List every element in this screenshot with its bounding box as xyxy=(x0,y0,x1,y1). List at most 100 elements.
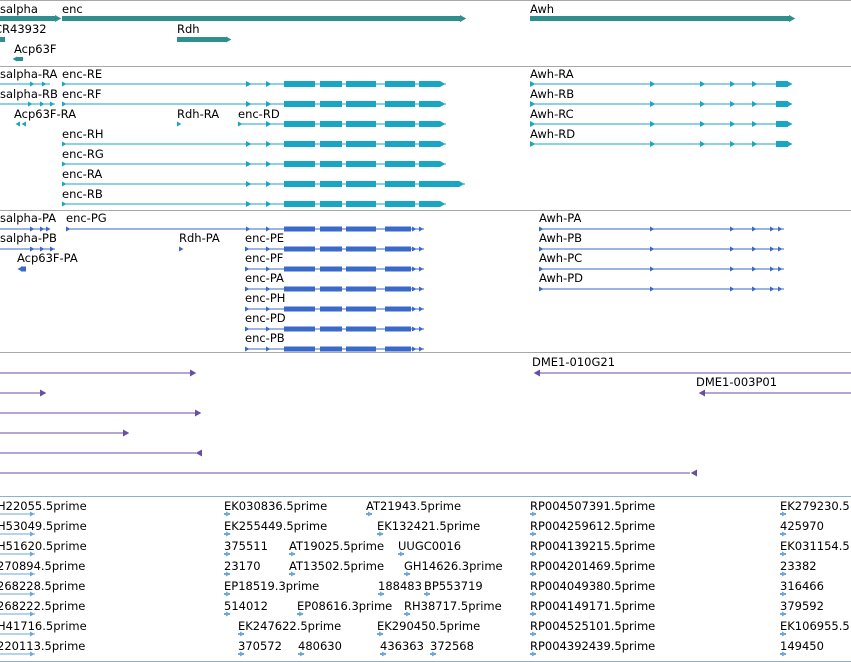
est-label[interactable]: RP004149171.5prime xyxy=(530,599,656,613)
est-label[interactable]: 23170 xyxy=(224,559,261,573)
transcript-label[interactable]: enc-RH xyxy=(62,127,104,141)
protein-end xyxy=(419,286,424,292)
transcript-label[interactable]: Awh-RB xyxy=(530,87,575,101)
transcript-label[interactable]: enc-RD xyxy=(238,107,280,121)
protein-label[interactable]: salpha-PB xyxy=(0,231,57,245)
protein-label[interactable]: Rdh-PA xyxy=(179,231,220,245)
est-arrow xyxy=(30,591,35,597)
gene-label-salpha[interactable]: salpha xyxy=(0,2,38,16)
est-label[interactable]: RP004201469.5prime xyxy=(530,559,656,573)
gene-label-acp63f[interactable]: Acp63F xyxy=(14,42,57,56)
est-label[interactable]: 514012 xyxy=(224,599,268,613)
est-label[interactable]: AT13502.5prime xyxy=(289,559,385,573)
est-label[interactable]: 372568 xyxy=(430,639,474,653)
est-label[interactable]: EK255449.5prime xyxy=(224,519,328,533)
protein-label[interactable]: enc-PB xyxy=(245,331,285,345)
gene-label-enc[interactable]: enc xyxy=(62,2,83,16)
protein-label[interactable]: enc-PD xyxy=(245,311,286,325)
gene-label-awh[interactable]: Awh xyxy=(530,2,555,16)
transcript-label[interactable]: enc-RA xyxy=(62,167,103,181)
est-label[interactable]: EP08616.3prime xyxy=(297,599,393,613)
est-arrow xyxy=(240,631,245,637)
protein-label[interactable]: salpha-PA xyxy=(0,211,57,225)
est-label[interactable]: EP18519.3prime xyxy=(224,579,320,593)
est-label[interactable]: 375511 xyxy=(224,539,268,553)
protein-exon xyxy=(320,346,342,352)
protein-exon xyxy=(346,346,376,352)
protein-exon xyxy=(320,306,342,312)
est-label[interactable]: BP553719 xyxy=(424,579,483,593)
est-label[interactable]: GH14626.3prime xyxy=(404,559,503,573)
transcript-label[interactable]: enc-RF xyxy=(62,87,102,101)
transcript-label[interactable]: Acp63F-RA xyxy=(14,107,77,121)
transcript-label[interactable]: salpha-RB xyxy=(0,87,58,101)
est-label[interactable]: EK279230.5 xyxy=(780,499,850,513)
est-label[interactable]: EK031154.5 xyxy=(780,539,850,553)
gene-label-rdh[interactable]: Rdh xyxy=(177,22,200,36)
est-label[interactable]: RP004525101.5prime xyxy=(530,619,656,633)
transcript-label[interactable]: enc-RG xyxy=(62,147,104,161)
protein-label[interactable]: enc-PA xyxy=(245,271,284,285)
protein-label[interactable]: enc-PF xyxy=(245,251,284,265)
transcript-label[interactable]: Awh-RA xyxy=(530,67,574,81)
protein-label[interactable]: enc-PH xyxy=(245,291,286,305)
est-label[interactable]: AT21943.5prime xyxy=(366,499,462,513)
protein-label[interactable]: enc-PG xyxy=(66,211,107,225)
est-label[interactable]: EK132421.5prime xyxy=(377,519,481,533)
est-label[interactable]: RH38717.5prime xyxy=(404,599,502,613)
est-label[interactable]: H22055.5prime xyxy=(0,499,87,513)
est-label[interactable]: 149450 xyxy=(780,639,824,653)
est-label[interactable]: 379592 xyxy=(780,599,824,613)
est-label[interactable]: AT19025.5prime xyxy=(289,539,385,553)
est-label[interactable]: 268228.5prime xyxy=(0,579,86,593)
est-label[interactable]: RP004507391.5prime xyxy=(530,499,656,513)
protein-exon xyxy=(412,306,417,312)
est-label[interactable]: EK247622.5prime xyxy=(238,619,342,633)
protein-label[interactable]: Awh-PA xyxy=(539,211,582,225)
est-label[interactable]: H51620.5prime xyxy=(0,539,87,553)
est-label[interactable]: RP004139215.5prime xyxy=(530,539,656,553)
protein-label[interactable]: Awh-PC xyxy=(539,251,583,265)
est-label[interactable]: H53049.5prime xyxy=(0,519,87,533)
enc-transcript-exon xyxy=(266,141,272,147)
protein-exon xyxy=(284,226,315,232)
est-label[interactable]: 436363 xyxy=(380,639,424,653)
est-label[interactable]: RP004049380.5prime xyxy=(530,579,656,593)
est-label[interactable]: 316466 xyxy=(780,579,824,593)
transcript-label[interactable]: Awh-RD xyxy=(530,127,576,141)
protein-exon xyxy=(412,226,417,232)
protein-start xyxy=(66,226,71,232)
clone-label[interactable]: DME1-010G21 xyxy=(532,355,616,369)
protein-label[interactable]: enc-PE xyxy=(245,231,285,245)
protein-exon xyxy=(385,246,411,252)
est-label[interactable]: 480630 xyxy=(298,639,342,653)
salpha-exon xyxy=(30,246,35,252)
protein-label[interactable]: Acp63F-PA xyxy=(17,251,78,265)
est-label[interactable]: 220113.5prime xyxy=(0,639,86,653)
transcript-label[interactable]: Rdh-RA xyxy=(177,107,220,121)
protein-label[interactable]: Awh-PD xyxy=(539,271,584,285)
est-label[interactable]: EK106955.5 xyxy=(780,619,850,633)
est-label[interactable]: RP004392439.5prime xyxy=(530,639,656,653)
awh-protein-exon xyxy=(752,246,757,252)
est-arrow xyxy=(30,551,35,557)
transcript-label[interactable]: salpha-RA xyxy=(0,67,58,81)
clone-label[interactable]: DME1-003P01 xyxy=(696,375,778,389)
gene-label-cr43932[interactable]: CR43932 xyxy=(0,22,47,36)
est-label[interactable]: 370572 xyxy=(238,639,282,653)
est-label[interactable]: UUGC0016 xyxy=(398,539,462,553)
protein-label[interactable]: Awh-PB xyxy=(539,231,583,245)
transcript-label[interactable]: enc-RE xyxy=(62,67,103,81)
transcript-label[interactable]: Awh-RC xyxy=(530,107,574,121)
est-label[interactable]: 270894.5prime xyxy=(0,559,86,573)
awh-protein-exon xyxy=(770,286,775,292)
est-label[interactable]: 268222.5prime xyxy=(0,599,86,613)
est-label[interactable]: RP004259612.5prime xyxy=(530,519,656,533)
est-label[interactable]: EK290450.5prime xyxy=(377,619,481,633)
est-label[interactable]: EK030836.5prime xyxy=(224,499,328,513)
est-label[interactable]: 23382 xyxy=(780,559,817,573)
est-label[interactable]: H41716.5prime xyxy=(0,619,87,633)
est-label[interactable]: 425970 xyxy=(780,519,824,533)
transcript-label[interactable]: enc-RB xyxy=(62,187,103,201)
est-label[interactable]: 188483 xyxy=(378,579,422,593)
